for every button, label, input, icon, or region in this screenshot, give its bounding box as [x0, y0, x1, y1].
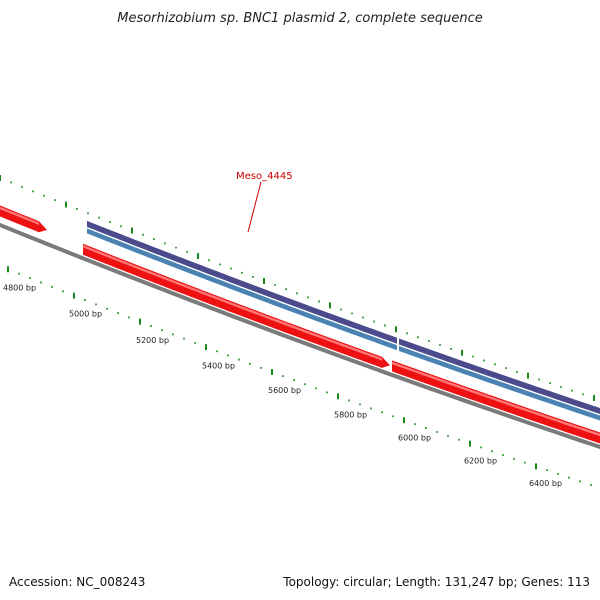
cds-feature-outer[interactable] [87, 220, 397, 344]
tick-label-group: 4800 bp 5000 bp 5200 bp 5400 bp 5600 bp 5800 … [3, 283, 562, 488]
cds-feature-track [87, 220, 600, 424]
gene-label[interactable]: Meso_4445 [236, 171, 293, 182]
cds-feature-outer[interactable] [399, 338, 600, 417]
sequence-backbone [0, 222, 600, 450]
gene-arrow-highlight [392, 361, 600, 437]
tick-label: 5600 bp [268, 386, 301, 395]
tick-label: 5000 bp [69, 310, 102, 319]
inner-tick-track [7, 266, 592, 486]
tick-label: 6400 bp [529, 479, 562, 488]
tick-label: 5400 bp [202, 361, 235, 370]
outer-tick-track [0, 175, 595, 401]
summary-text: Topology: circular; Length: 131,247 bp; … [282, 575, 590, 589]
gene-arrow-highlight [0, 206, 39, 225]
gene-feature-track [0, 205, 600, 444]
tick-label: 5200 bp [136, 336, 169, 345]
tick-label: 5800 bp [334, 410, 367, 419]
tick-label: 4800 bp [3, 283, 36, 292]
backbone-line [0, 222, 600, 450]
gene-label-group: Meso_4445 [236, 171, 293, 233]
tick-label: 6200 bp [464, 457, 497, 466]
gene-arrow-highlight [83, 245, 382, 361]
cds-feature-inner[interactable] [87, 228, 397, 351]
gene-label-leader [247, 181, 262, 233]
map-title: Mesorhizobium sp. BNC1 plasmid 2, comple… [117, 11, 483, 26]
accession-text: Accession: NC_008243 [9, 575, 145, 589]
cds-feature-inner[interactable] [399, 345, 600, 424]
tick-label: 6000 bp [398, 433, 431, 442]
